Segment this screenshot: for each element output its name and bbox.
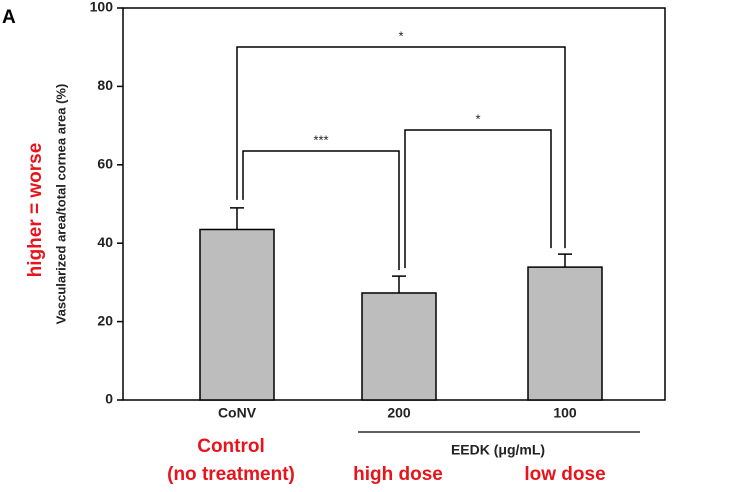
annotation: high dose — [353, 464, 443, 485]
significance-label: * — [475, 111, 480, 126]
annotation: Control — [197, 436, 265, 457]
error-bar — [392, 275, 406, 293]
significance-label: * — [398, 28, 403, 43]
significance-bracket — [242, 150, 400, 271]
bar — [199, 228, 275, 401]
error-bar — [230, 207, 244, 230]
significance-bracket — [404, 129, 552, 269]
panel-label: A — [2, 7, 16, 28]
significance-label: *** — [313, 132, 328, 147]
y-axis-title: Vascularized area/total cornea area (%) — [53, 84, 68, 325]
bar — [361, 292, 437, 401]
x-tick-label: CoNV — [218, 405, 257, 421]
bar — [527, 266, 603, 401]
y-tick-label: 60 — [97, 156, 113, 172]
x-tick-label: 100 — [553, 405, 577, 421]
group-label: EEDK (μg/mL) — [451, 442, 545, 458]
y-tick-label: 80 — [97, 77, 113, 93]
y-tick-label: 40 — [97, 234, 113, 250]
annotation: higher = worse — [25, 143, 46, 278]
significance-bracket — [236, 46, 566, 249]
x-tick-label: 200 — [387, 405, 411, 421]
y-tick-label: 0 — [105, 391, 113, 407]
annotation: (no treatment) — [167, 464, 295, 485]
y-tick-label: 100 — [90, 0, 114, 15]
annotation: low dose — [524, 464, 605, 485]
y-tick-label: 20 — [97, 312, 113, 328]
error-bar — [558, 253, 572, 268]
